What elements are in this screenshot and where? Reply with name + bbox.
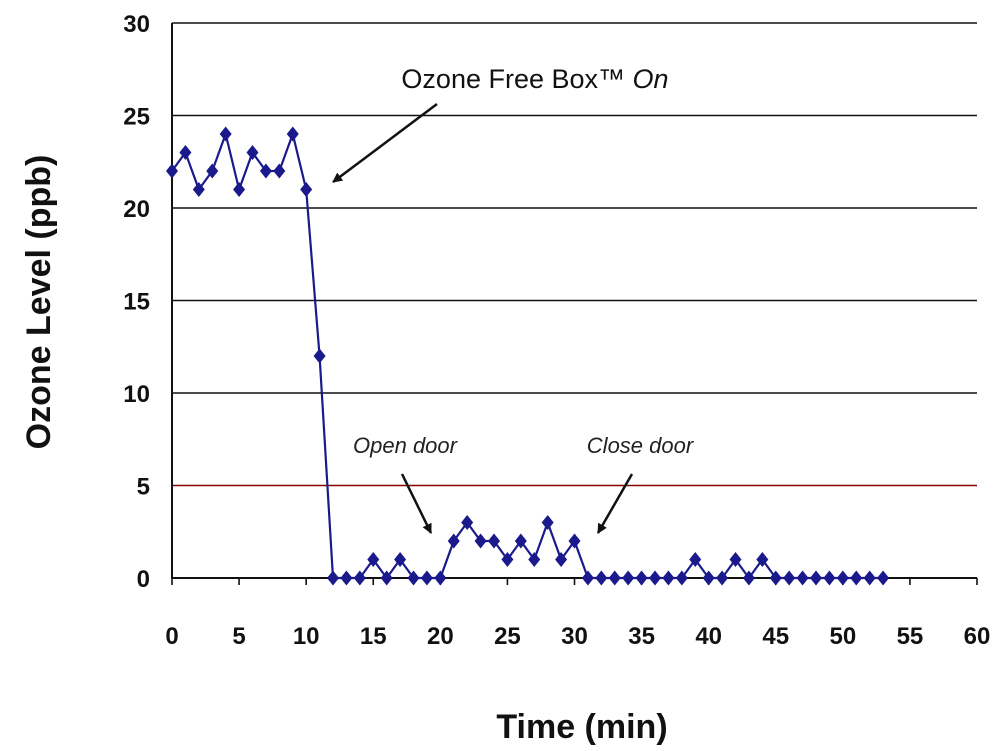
gridlines bbox=[172, 22, 977, 394]
y-axis-title: Ozone Level (ppb) bbox=[20, 155, 58, 450]
y-tick-label: 0 bbox=[137, 566, 150, 593]
y-tick-labels: 0 5 10 15 20 25 30 bbox=[123, 11, 150, 593]
x-tick-label: 40 bbox=[695, 623, 722, 650]
data-point bbox=[568, 533, 581, 549]
data-point bbox=[206, 163, 219, 179]
data-point bbox=[810, 570, 822, 586]
data-point bbox=[729, 552, 742, 567]
data-point bbox=[863, 570, 876, 586]
x-tick-label: 55 bbox=[897, 623, 924, 650]
y-tick-label: 20 bbox=[123, 196, 150, 223]
annotation-ozone-free-box-on: Ozone Free Box™ On bbox=[401, 64, 668, 94]
annotation-close-door: Close door bbox=[587, 433, 695, 458]
data-point bbox=[850, 570, 863, 586]
x-tick-label: 15 bbox=[360, 623, 387, 650]
x-tick-labels: 0 5 10 15 20 25 30 35 40 45 50 55 60 bbox=[165, 623, 990, 650]
x-tick-label: 25 bbox=[494, 623, 521, 650]
x-tick-label: 5 bbox=[232, 623, 245, 650]
annotation-arrow-close-door bbox=[596, 473, 634, 534]
data-point bbox=[622, 570, 635, 586]
x-tick-label: 50 bbox=[829, 623, 856, 650]
data-point bbox=[836, 570, 849, 586]
x-tick-label: 45 bbox=[762, 623, 789, 650]
data-point bbox=[716, 570, 729, 586]
y-tick-label: 15 bbox=[123, 289, 150, 316]
annotation-arrow-ozone-free-box bbox=[332, 103, 438, 183]
annotation-arrow-open-door bbox=[400, 473, 433, 534]
x-axis-title: Time (min) bbox=[496, 708, 667, 746]
data-point bbox=[702, 570, 715, 586]
data-point bbox=[273, 163, 286, 179]
data-point bbox=[192, 182, 205, 197]
y-tick-label: 30 bbox=[123, 11, 150, 38]
data-point bbox=[689, 552, 702, 567]
data-point bbox=[219, 126, 232, 142]
x-tick-label: 30 bbox=[561, 623, 588, 650]
y-tick-label: 25 bbox=[123, 104, 150, 131]
series-line bbox=[171, 132, 884, 580]
data-point bbox=[179, 145, 192, 160]
y-tick-label: 10 bbox=[123, 381, 150, 408]
x-tick-label: 10 bbox=[293, 623, 320, 650]
x-tick-label: 35 bbox=[628, 623, 655, 650]
data-point bbox=[501, 552, 514, 567]
data-point bbox=[394, 552, 407, 567]
data-series bbox=[166, 126, 890, 586]
annotation-open-door: Open door bbox=[353, 433, 459, 458]
data-point bbox=[434, 570, 447, 586]
data-point bbox=[447, 533, 460, 549]
data-point bbox=[259, 163, 272, 179]
data-point bbox=[528, 552, 541, 567]
x-tick-label: 60 bbox=[964, 623, 991, 650]
data-point bbox=[823, 570, 836, 586]
data-point bbox=[246, 145, 259, 160]
y-tick-label: 5 bbox=[137, 474, 150, 501]
data-point bbox=[783, 570, 796, 586]
data-point bbox=[488, 533, 500, 549]
axes bbox=[171, 23, 978, 585]
data-point bbox=[340, 570, 353, 586]
data-point bbox=[407, 570, 420, 586]
data-point bbox=[595, 570, 608, 586]
data-point bbox=[662, 570, 675, 586]
data-point bbox=[541, 515, 554, 530]
data-point bbox=[675, 570, 688, 586]
data-point bbox=[581, 570, 594, 586]
data-point bbox=[742, 570, 755, 586]
x-tick-label: 20 bbox=[427, 623, 454, 650]
data-point bbox=[367, 552, 380, 567]
data-point bbox=[555, 552, 568, 567]
data-point bbox=[166, 163, 178, 179]
data-point bbox=[313, 348, 326, 364]
data-point bbox=[327, 570, 339, 586]
data-point bbox=[420, 570, 433, 586]
data-point bbox=[286, 126, 299, 142]
data-point bbox=[474, 533, 487, 549]
data-point bbox=[233, 182, 246, 197]
data-point bbox=[514, 533, 527, 549]
data-point bbox=[877, 570, 890, 586]
data-point bbox=[769, 570, 782, 586]
data-point bbox=[300, 182, 313, 197]
data-point bbox=[353, 570, 366, 586]
data-point bbox=[461, 515, 474, 530]
data-point bbox=[635, 570, 648, 586]
data-point bbox=[649, 570, 661, 586]
data-point bbox=[796, 570, 809, 586]
data-point bbox=[608, 570, 621, 586]
data-point bbox=[756, 552, 769, 567]
x-tick-label: 0 bbox=[165, 623, 178, 650]
data-point bbox=[380, 570, 393, 586]
